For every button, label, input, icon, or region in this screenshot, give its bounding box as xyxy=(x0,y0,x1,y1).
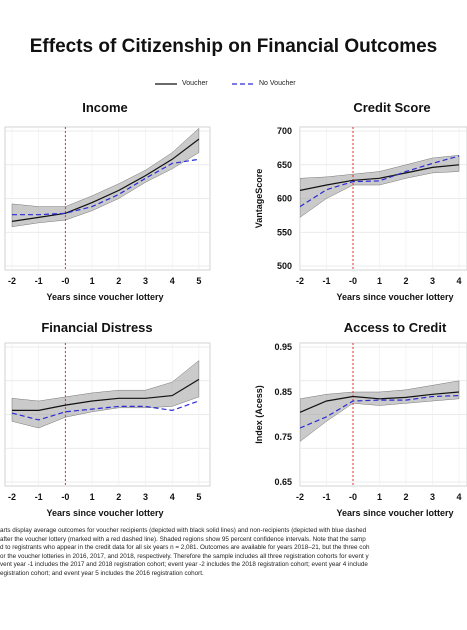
x-tick-label: -0 xyxy=(61,276,69,286)
series-line-voucher xyxy=(300,391,460,413)
x-tick-label: 3 xyxy=(143,492,148,502)
y-axis-label: VantageScore xyxy=(254,169,264,229)
panel-title: Income xyxy=(82,100,128,115)
figure-caption: arts display average outcomes for vouche… xyxy=(0,527,467,579)
x-tick-label: 3 xyxy=(430,492,435,502)
caption-line: after the voucher lottery (marked with a… xyxy=(0,535,366,543)
x-tick-label: -2 xyxy=(296,492,304,502)
charts-area: Income -2 -1 -0 1 2 3 4 5 Years since voucher lot… xyxy=(4,100,467,518)
x-tick-label: 2 xyxy=(403,276,408,286)
y-tick-label: 600 xyxy=(277,194,292,204)
x-tick-label: 5 xyxy=(196,492,201,502)
plot-area xyxy=(300,127,467,270)
legend-no-voucher-label: No Voucher xyxy=(259,80,296,87)
y-tick-label: 0.75 xyxy=(274,432,292,442)
page-title: Effects of Citizenship on Financial Outc… xyxy=(29,36,438,57)
x-tick-label: -1 xyxy=(322,276,330,286)
panel-title: Credit Score xyxy=(353,100,430,115)
legend-no-voucher-swatch xyxy=(232,83,254,85)
confidence-band xyxy=(300,155,460,218)
caption-line: d to registrants who appear in the credi… xyxy=(0,544,370,552)
panel-title: Financial Distress xyxy=(41,320,152,335)
caption-line: vent year -1 includes the 2017 and 2018 … xyxy=(0,561,368,569)
legend-voucher-swatch xyxy=(155,83,177,85)
x-tick-label: -1 xyxy=(35,276,43,286)
x-tick-label: -0 xyxy=(349,492,357,502)
x-tick-label: 5 xyxy=(196,276,201,286)
legend-voucher-label: Voucher xyxy=(182,80,208,87)
x-tick-label: 2 xyxy=(116,492,121,502)
plot-area xyxy=(5,343,210,486)
caption-line: arts display average outcomes for vouche… xyxy=(0,527,367,534)
x-tick-label: 4 xyxy=(170,492,175,502)
y-tick-label: 0.85 xyxy=(274,387,292,397)
x-tick-label: 2 xyxy=(403,492,408,502)
series-line-no-voucher xyxy=(300,395,460,429)
y-tick-label: 700 xyxy=(277,126,292,136)
panel-3: Financial Distress -2 -1 -0 1 2 3 4 5 Years since… xyxy=(4,320,211,518)
y-axis-label: Index (Acess) xyxy=(254,385,264,444)
x-tick-label: -0 xyxy=(349,276,357,286)
series-line-no-voucher xyxy=(11,400,200,421)
x-axis-label: Years since voucher lottery xyxy=(46,508,163,518)
x-tick-label: -2 xyxy=(8,492,16,502)
x-tick-label: -1 xyxy=(35,492,43,502)
x-axis-label: Years since voucher lottery xyxy=(336,292,453,302)
series-line-voucher xyxy=(12,378,200,411)
panel-1: Income -2 -1 -0 1 2 3 4 5 Years since voucher lot… xyxy=(4,100,211,302)
y-tick-label: 0.95 xyxy=(274,342,292,352)
x-tick-label: -0 xyxy=(61,492,69,502)
y-tick-label: 500 xyxy=(277,261,292,271)
x-tick-label: 3 xyxy=(143,276,148,286)
x-tick-label: 1 xyxy=(377,492,382,502)
x-axis-label: Years since voucher lottery xyxy=(46,292,163,302)
x-tick-label: 4 xyxy=(456,276,461,286)
x-tick-label: -2 xyxy=(296,276,304,286)
x-tick-label: 1 xyxy=(90,492,95,502)
panel-title: Access to Credit xyxy=(344,320,447,335)
x-tick-label: 4 xyxy=(170,276,175,286)
x-tick-label: 2 xyxy=(116,276,121,286)
series-line-voucher xyxy=(11,138,200,222)
x-tick-label: 1 xyxy=(377,276,382,286)
x-tick-label: -2 xyxy=(8,276,16,286)
x-axis-label: Years since voucher lottery xyxy=(336,508,453,518)
x-tick-label: 4 xyxy=(456,492,461,502)
plot-area xyxy=(5,127,210,270)
x-tick-label: -1 xyxy=(322,492,330,502)
x-tick-label: 3 xyxy=(430,276,435,286)
caption-line: or the voucher lotteries in 2016, 2017, … xyxy=(0,552,369,560)
confidence-band xyxy=(11,359,200,429)
y-tick-label: 550 xyxy=(277,227,292,237)
y-tick-label: 0.65 xyxy=(274,477,292,487)
y-tick-label: 650 xyxy=(277,160,292,170)
plot-area xyxy=(300,343,467,486)
x-tick-label: 1 xyxy=(90,276,95,286)
series-line-voucher xyxy=(300,164,460,191)
confidence-band xyxy=(11,127,200,228)
caption-line: egistration cohort; and event year 5 inc… xyxy=(0,569,204,577)
